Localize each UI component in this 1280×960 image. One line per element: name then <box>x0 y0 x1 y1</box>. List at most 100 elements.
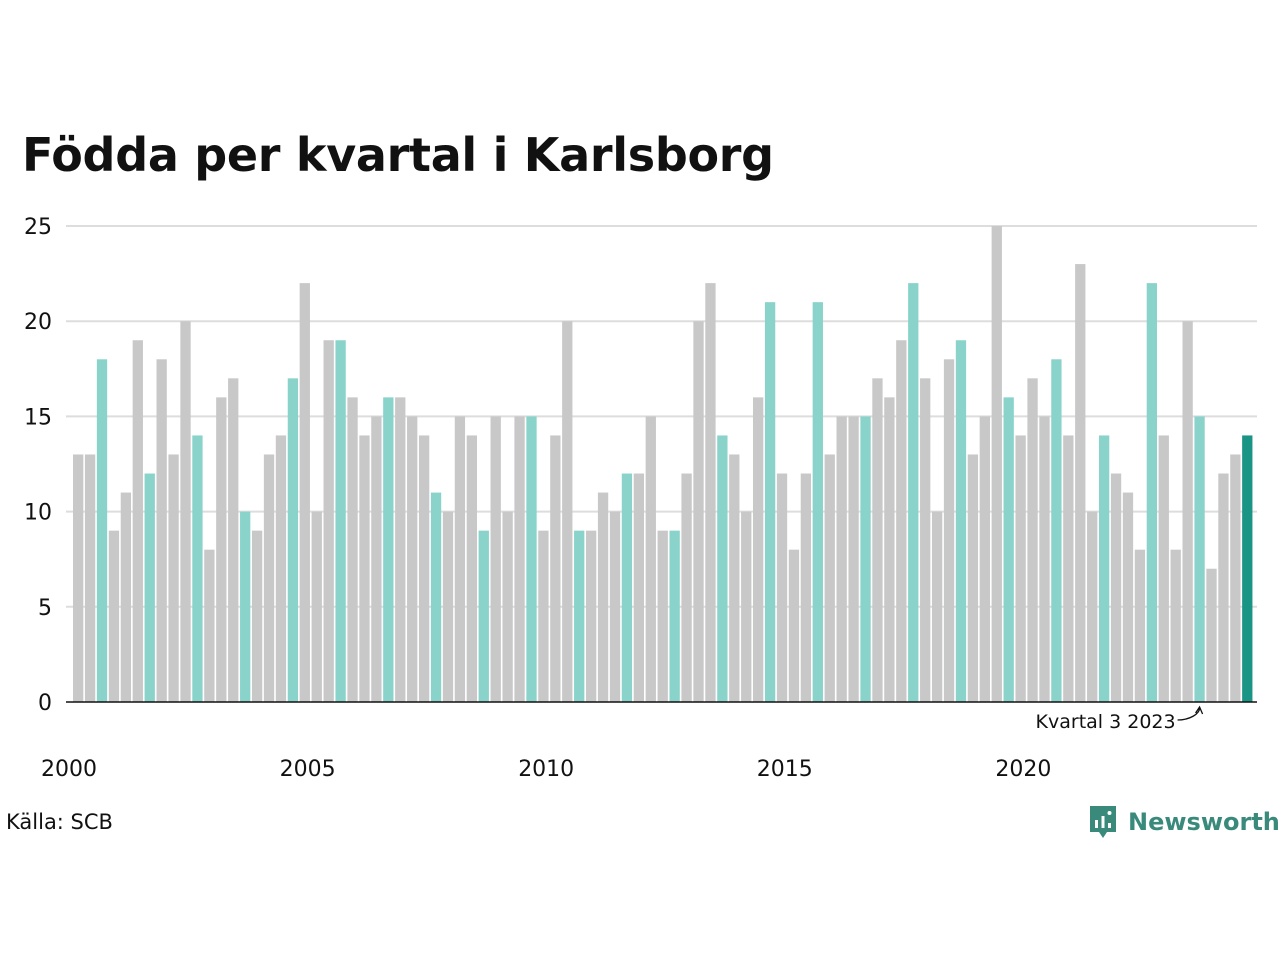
bar <box>550 435 561 702</box>
bar <box>407 416 418 702</box>
bars <box>73 226 1253 702</box>
bar <box>323 340 334 702</box>
y-tick-label: 15 <box>24 405 52 430</box>
x-axis-ticks: 2000 2005 2010 2015 2020 <box>41 757 1051 782</box>
bar <box>872 378 883 702</box>
bar <box>84 454 96 702</box>
bar <box>156 359 167 702</box>
bar <box>633 473 645 702</box>
bar <box>693 321 704 702</box>
bar <box>299 283 310 702</box>
bar <box>1027 378 1038 702</box>
bar <box>896 340 907 702</box>
y-tick-label: 5 <box>38 596 52 621</box>
bar <box>991 226 1002 702</box>
bar <box>502 511 513 702</box>
bar <box>251 530 263 702</box>
bar <box>430 492 442 702</box>
bar <box>908 283 919 702</box>
bar <box>96 359 108 702</box>
bar <box>669 530 680 702</box>
bar <box>609 511 621 702</box>
bar <box>144 473 155 702</box>
bar <box>776 473 788 702</box>
bar <box>645 416 656 702</box>
bar <box>1098 435 1110 702</box>
annotation-arrow <box>1177 705 1204 721</box>
bar <box>240 511 251 702</box>
bar <box>168 454 179 702</box>
bar <box>1158 435 1169 702</box>
bar <box>884 397 895 702</box>
bar <box>753 397 764 702</box>
bar <box>729 454 740 702</box>
bar <box>1146 283 1157 702</box>
bar <box>418 435 430 702</box>
bar <box>1110 473 1122 702</box>
bar <box>371 416 382 702</box>
bar <box>335 340 346 702</box>
bar <box>943 359 955 702</box>
bar <box>359 435 370 702</box>
bar <box>812 302 823 702</box>
x-tick-label: 2020 <box>995 757 1051 782</box>
bar <box>275 435 287 702</box>
y-tick-label: 25 <box>24 215 52 240</box>
bar <box>717 435 728 702</box>
bar <box>1015 435 1026 702</box>
bar <box>788 549 800 702</box>
bar <box>597 492 609 702</box>
bar <box>73 454 84 702</box>
bar <box>920 378 931 702</box>
bar <box>1134 549 1146 702</box>
bar <box>311 511 322 702</box>
bar <box>621 473 633 702</box>
bar <box>562 321 573 702</box>
bar-chart: 0 5 10 15 20 25 2000 2005 2010 2015 2020 Kvartal … <box>24 215 1257 782</box>
bar-chart-speech-bubble-icon <box>1090 806 1116 838</box>
bar <box>1242 435 1253 702</box>
bar <box>1003 397 1014 702</box>
chart-title: Födda per kvartal i Karlsborg <box>22 128 774 182</box>
bar <box>800 473 812 702</box>
x-tick-label: 2015 <box>757 757 813 782</box>
bar <box>192 435 203 702</box>
y-axis-ticks: 0 5 10 15 20 25 <box>24 215 52 716</box>
bar <box>395 397 406 702</box>
newsworthy-logo: Newsworthy <box>1088 804 1280 840</box>
bar <box>466 435 477 702</box>
bar <box>132 340 143 702</box>
bar <box>681 473 692 702</box>
bar <box>657 530 668 702</box>
bar <box>705 283 716 702</box>
bar <box>931 511 943 702</box>
bar <box>478 530 489 702</box>
bar <box>967 454 979 702</box>
bar <box>180 321 191 702</box>
bar <box>1075 264 1086 702</box>
bar <box>1230 454 1241 702</box>
bar <box>1063 435 1074 702</box>
bar <box>347 397 358 702</box>
logo-text: Newsworthy <box>1128 808 1280 836</box>
bar <box>860 416 871 702</box>
bar <box>585 530 597 702</box>
bar <box>1122 492 1134 702</box>
x-tick-label: 2010 <box>518 757 574 782</box>
bar <box>490 416 501 702</box>
bar <box>1182 321 1193 702</box>
bar <box>1170 549 1181 702</box>
bar <box>836 416 847 702</box>
annotation-label: Kvartal 3 2023 <box>1036 711 1176 733</box>
bar <box>574 530 585 702</box>
bar <box>442 511 454 702</box>
x-tick-label: 2005 <box>280 757 336 782</box>
x-tick-label: 2000 <box>41 757 97 782</box>
bar <box>1206 568 1217 702</box>
bar <box>824 454 835 702</box>
y-tick-label: 0 <box>38 691 52 716</box>
bar <box>454 416 466 702</box>
bar <box>526 416 537 702</box>
bar <box>263 454 275 702</box>
bar <box>120 492 132 702</box>
